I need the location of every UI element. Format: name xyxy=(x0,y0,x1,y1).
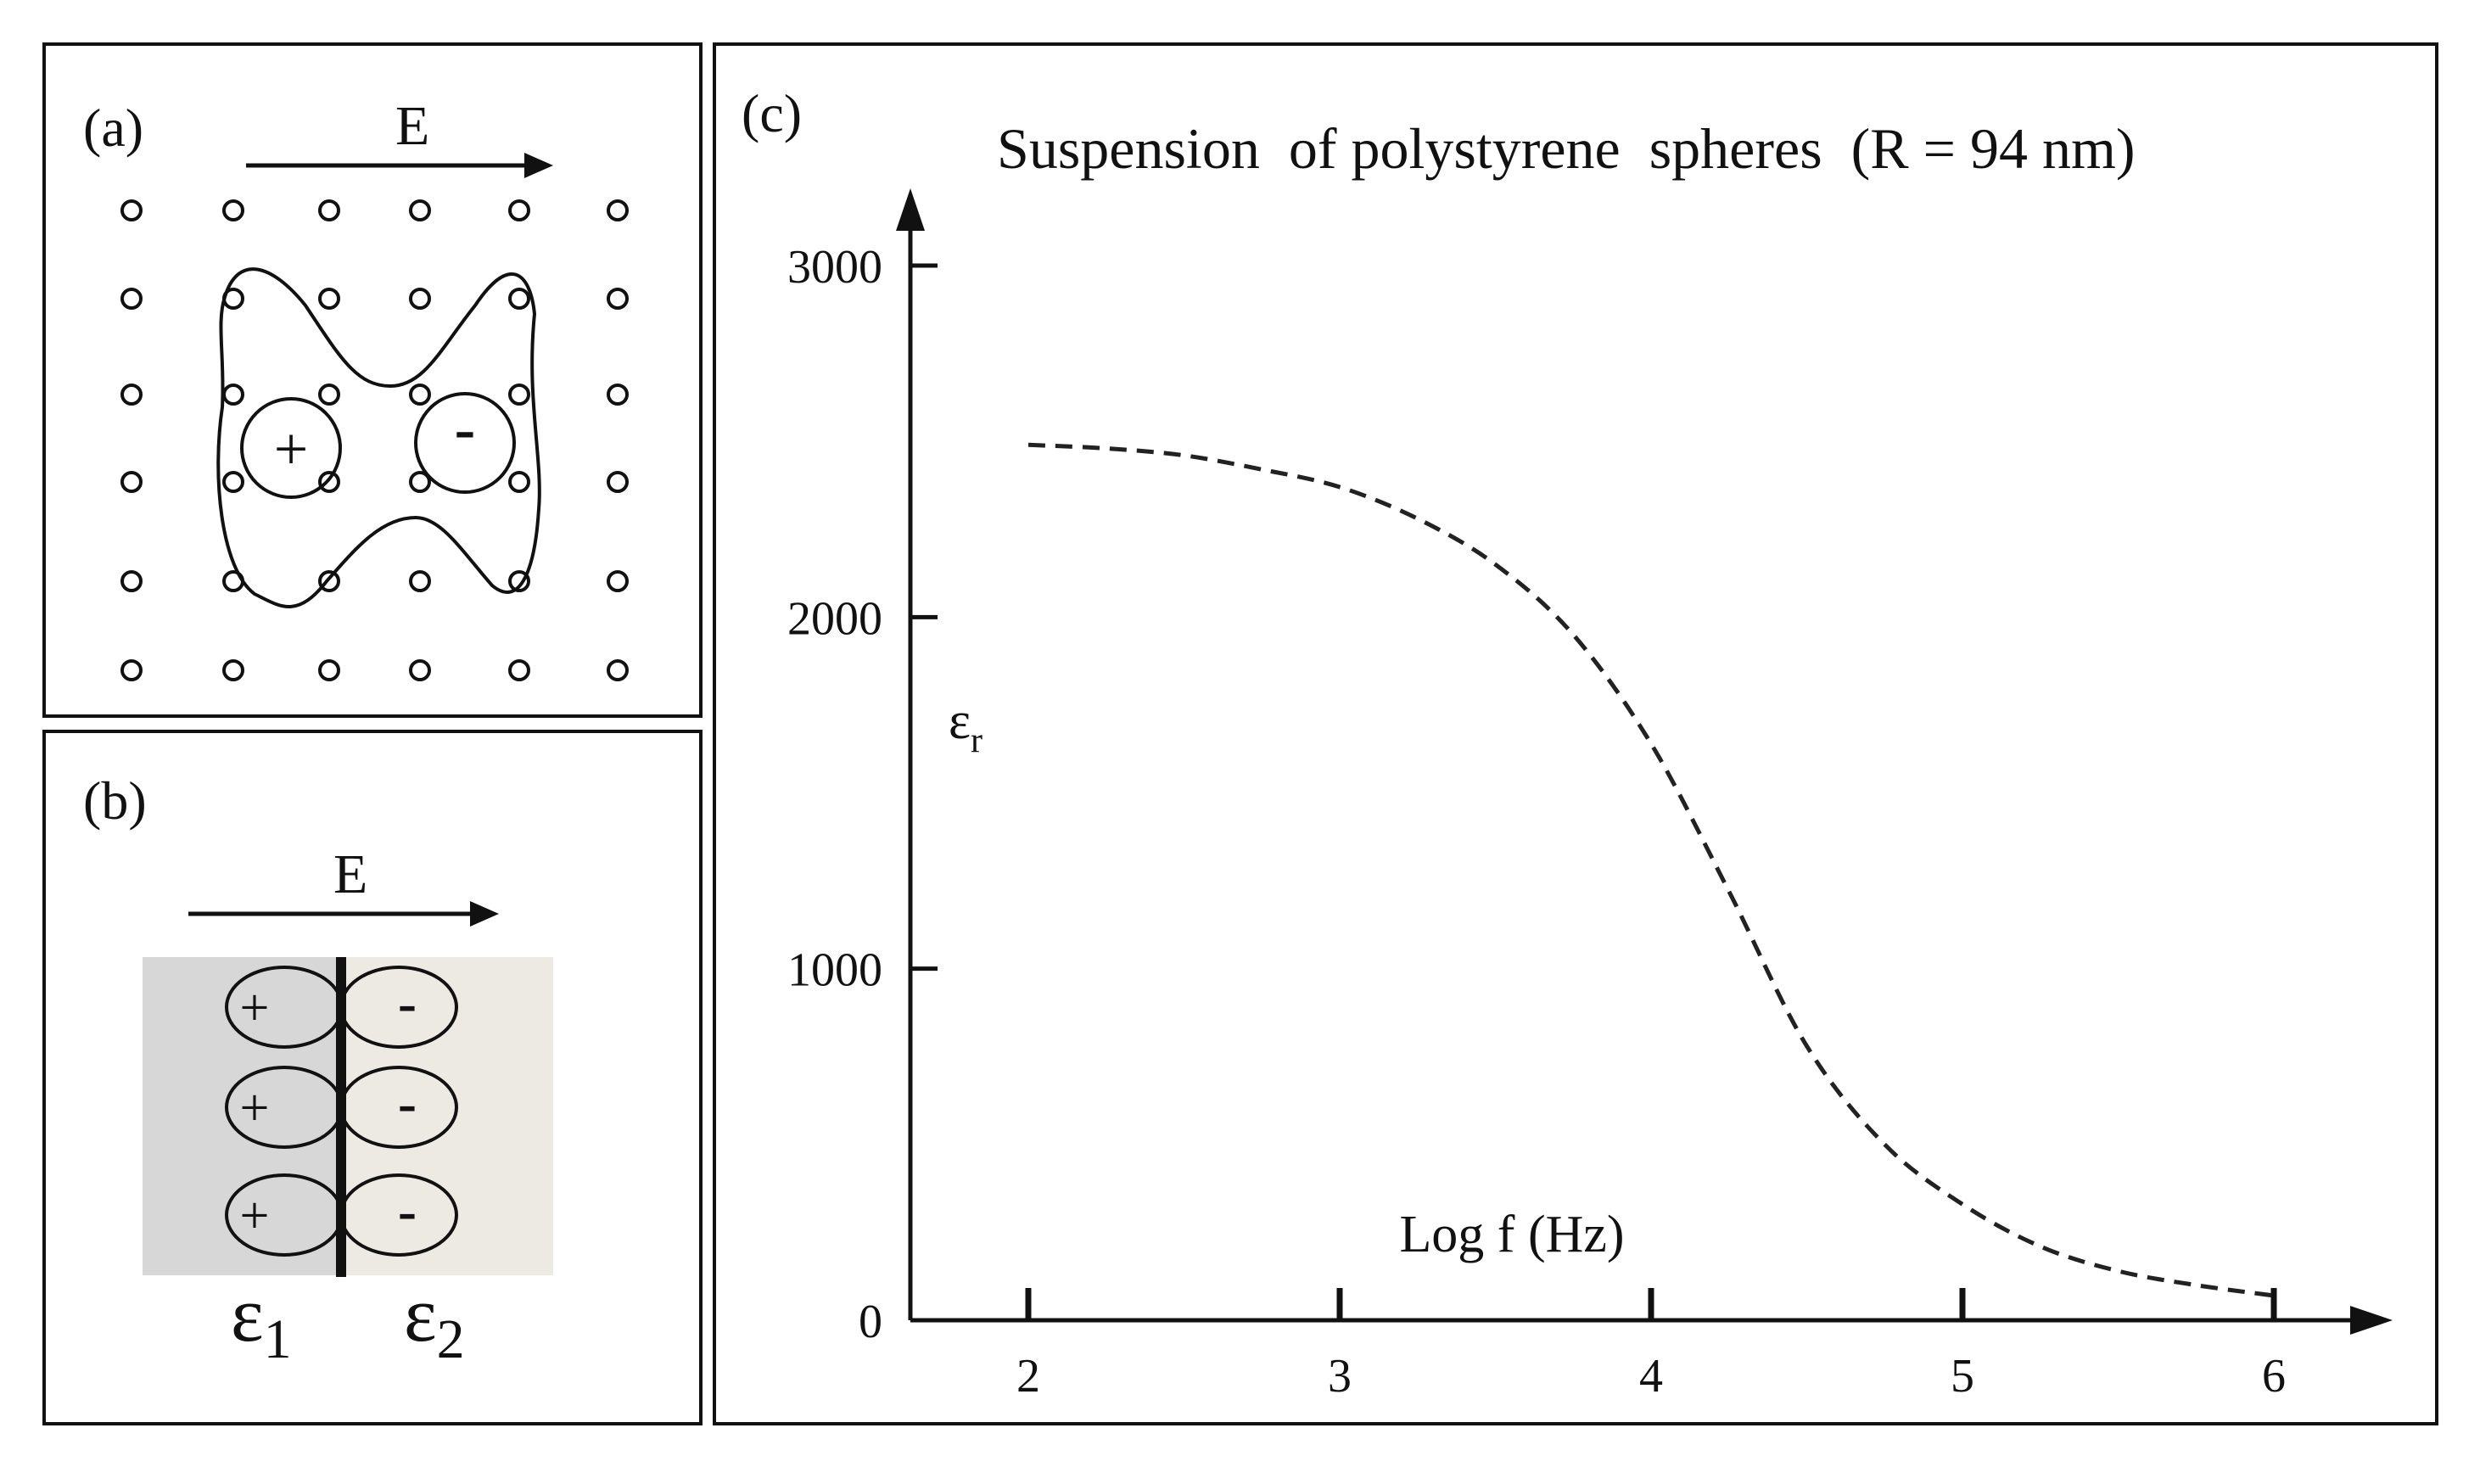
epsilon-1-label: ε1 xyxy=(231,1271,292,1370)
ion-dot xyxy=(409,199,431,221)
x-axis-ticks: 2 3 4 5 6 xyxy=(1016,1288,2286,1403)
panel-b-frame xyxy=(42,730,703,1425)
ion-dot xyxy=(318,570,340,592)
ion-dot xyxy=(409,570,431,592)
dipole-pair: + - xyxy=(225,1173,458,1257)
ion-dot xyxy=(222,384,244,406)
panel-b: (b) E + - + - + - xyxy=(42,730,703,1425)
ion-dot xyxy=(607,199,629,221)
y-tick-label: 3000 xyxy=(787,241,882,294)
chart-title: Suspension of polystyrene spheres (R = 9… xyxy=(997,116,2136,181)
epsilon-2-label: ε2 xyxy=(404,1271,465,1370)
ion-dot xyxy=(409,471,431,493)
ion-dot xyxy=(318,199,340,221)
ion-dot xyxy=(508,384,530,406)
panel-a-frame xyxy=(42,42,703,718)
ion-dot xyxy=(607,570,629,592)
positive-charge-sphere-a: + xyxy=(240,397,342,499)
ion-lattice xyxy=(120,199,629,681)
panel-c: (c) Suspension of polystyrene spheres (R… xyxy=(713,42,2438,1425)
x-tick-label: 6 xyxy=(2262,1350,2286,1403)
ion-dot xyxy=(222,199,244,221)
y-tick-label: 2000 xyxy=(787,592,882,645)
positive-charge-symbol-b: + xyxy=(240,979,270,1037)
medium-1-region xyxy=(143,957,341,1275)
y-tick-label: 0 xyxy=(859,1296,882,1348)
positive-charge-symbol-b: + xyxy=(240,1187,270,1245)
ion-dot xyxy=(508,288,530,310)
ion-dot xyxy=(318,288,340,310)
x-tick-label: 4 xyxy=(1639,1350,1663,1403)
ion-dot xyxy=(409,659,431,681)
ion-dot xyxy=(120,471,143,493)
x-tick-label: 3 xyxy=(1328,1350,1352,1403)
y-axis-ticks: 0 1000 2000 3000 xyxy=(787,241,938,1348)
field-e-label-a: E xyxy=(395,95,429,157)
panel-a: (a) E + - xyxy=(42,42,703,718)
medium-2-region xyxy=(341,957,553,1275)
y-tick-label: 1000 xyxy=(787,944,882,997)
x-tick-label: 2 xyxy=(1016,1350,1040,1403)
negative-charge-symbol-b: - xyxy=(398,1072,417,1134)
ion-dot xyxy=(508,199,530,221)
ion-dot xyxy=(508,570,530,592)
positive-charge-symbol-a: + xyxy=(274,415,309,483)
y-axis xyxy=(896,188,925,1320)
ion-dot xyxy=(409,384,431,406)
negative-charge-symbol-b: - xyxy=(398,972,417,1034)
field-e-label-b: E xyxy=(333,843,367,905)
ion-dot xyxy=(222,659,244,681)
negative-charge-symbol-b: - xyxy=(398,1180,417,1242)
x-axis xyxy=(910,1306,2393,1335)
x-axis-label: Log f (Hz) xyxy=(1399,1206,1624,1263)
ion-dot xyxy=(318,659,340,681)
ion-dot xyxy=(607,288,629,310)
electric-double-layer-contour xyxy=(216,267,541,608)
ion-dot xyxy=(607,384,629,406)
ion-dot xyxy=(120,570,143,592)
panel-a-label: (a) xyxy=(83,98,143,158)
ion-dot xyxy=(120,199,143,221)
ion-dot xyxy=(120,288,143,310)
negative-charge-sphere-a: - xyxy=(414,392,516,494)
ion-dot xyxy=(120,384,143,406)
field-arrow-b xyxy=(188,901,499,927)
panel-b-label: (b) xyxy=(83,770,147,831)
panel-c-frame xyxy=(713,42,2438,1425)
positive-charge-symbol-b: + xyxy=(240,1079,270,1137)
panel-c-label: (c) xyxy=(742,83,802,143)
ion-dot xyxy=(409,288,431,310)
interface-dipoles: + - + - + - xyxy=(225,966,458,1257)
field-arrow-a xyxy=(246,153,553,178)
ion-dot xyxy=(607,471,629,493)
negative-charge-symbol-a: - xyxy=(455,395,476,464)
ion-dot xyxy=(318,471,340,493)
permittivity-curve xyxy=(1027,442,2275,1298)
dipole-pair: + - xyxy=(225,966,458,1049)
ion-dot xyxy=(120,659,143,681)
y-axis-label: εr xyxy=(949,692,982,760)
ion-dot xyxy=(508,659,530,681)
x-tick-label: 5 xyxy=(1951,1350,1974,1403)
ion-dot xyxy=(222,471,244,493)
ion-dot xyxy=(318,384,340,406)
ion-dot xyxy=(508,471,530,493)
ion-dot xyxy=(607,659,629,681)
